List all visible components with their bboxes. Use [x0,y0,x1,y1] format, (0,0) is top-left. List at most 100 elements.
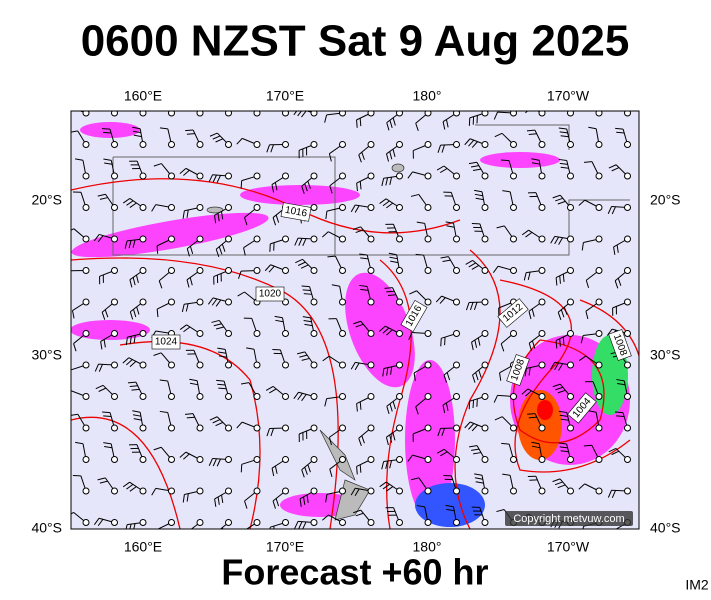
station [367,456,375,463]
station [595,487,603,495]
barb-feather [385,437,389,446]
barb-feather [442,121,446,130]
station [282,519,289,526]
station [538,361,546,369]
station [510,330,517,337]
station [624,456,631,463]
station [168,456,175,463]
station [310,141,318,148]
station [310,424,318,432]
station [481,141,489,148]
barb-feather [100,341,103,350]
station [111,267,118,274]
station [567,456,574,463]
barb-feather [525,111,529,114]
station [424,298,432,306]
station [595,456,603,463]
barb-feather [581,242,584,251]
barb-feather [325,494,328,503]
station [367,298,375,306]
station [481,298,489,306]
station [538,456,546,463]
barb-feather [521,111,523,112]
barb-feather [445,119,449,128]
barb-feather [189,96,197,97]
barb-feather [122,481,130,488]
station [253,393,261,400]
station [567,267,574,274]
barb-feather [66,108,71,114]
station [82,424,90,432]
station [139,111,147,117]
barb-feather [236,421,243,429]
barb-feather [132,414,141,417]
barb-feather [295,258,303,264]
station [111,298,118,306]
barb-feather [221,494,224,503]
station [567,487,574,495]
station [225,204,232,211]
station [510,204,517,211]
barb-feather [408,332,413,340]
station [481,456,489,463]
barb-feather [135,274,139,283]
barb-feather [93,234,100,242]
barb-feather [299,354,308,358]
station [453,330,460,337]
barb-feather [607,206,612,214]
isobar-label-box [280,202,312,222]
barb-feather [98,364,103,372]
latitude-label: 20°S [31,192,62,208]
station [196,456,204,463]
barb-feather [526,129,535,132]
barb-feather [184,413,194,415]
barb-feather [303,496,306,505]
barb-feather [557,389,566,394]
barb-feather [179,167,187,174]
barb-feather [159,410,168,413]
station [111,424,118,432]
station [595,172,603,180]
barb-feather [101,312,106,320]
station [538,141,546,148]
barb-feather [554,362,560,371]
station [82,330,90,337]
station [567,361,574,369]
barb-feather [562,336,565,345]
station [624,235,631,243]
station [282,424,289,432]
station [481,267,489,274]
station [225,519,232,526]
barb-feather [468,262,476,268]
station [510,393,517,400]
longitude-labels-top: 160°E 170°E 180° 170°W [124,88,590,104]
barb-feather [475,372,479,381]
station [453,172,460,180]
barb-feather [306,494,309,503]
barb-feather [471,424,478,432]
barb-feather [557,312,562,321]
station [424,424,432,432]
barb-feather [221,243,226,252]
station [82,393,90,400]
barb-feather [611,167,620,172]
station [168,361,175,369]
barb-feather [494,132,503,138]
isobar-label: 1016 [284,205,308,220]
barb-feather [554,236,560,245]
barb-feather [496,225,505,229]
isobar-label-box [506,354,530,386]
barb-feather [436,165,445,171]
barb-feather [129,486,137,492]
barb-feather [322,355,330,362]
station [196,330,204,337]
station [595,111,603,117]
barb-feather [442,405,446,414]
barb-feather [501,442,510,445]
barb-feather [218,246,223,255]
barb-feather [384,287,393,289]
barb-feather [294,521,299,529]
barb-feather [186,133,195,135]
barb-feather [356,183,358,192]
copyright: Copyright metvuw.com [513,513,624,525]
